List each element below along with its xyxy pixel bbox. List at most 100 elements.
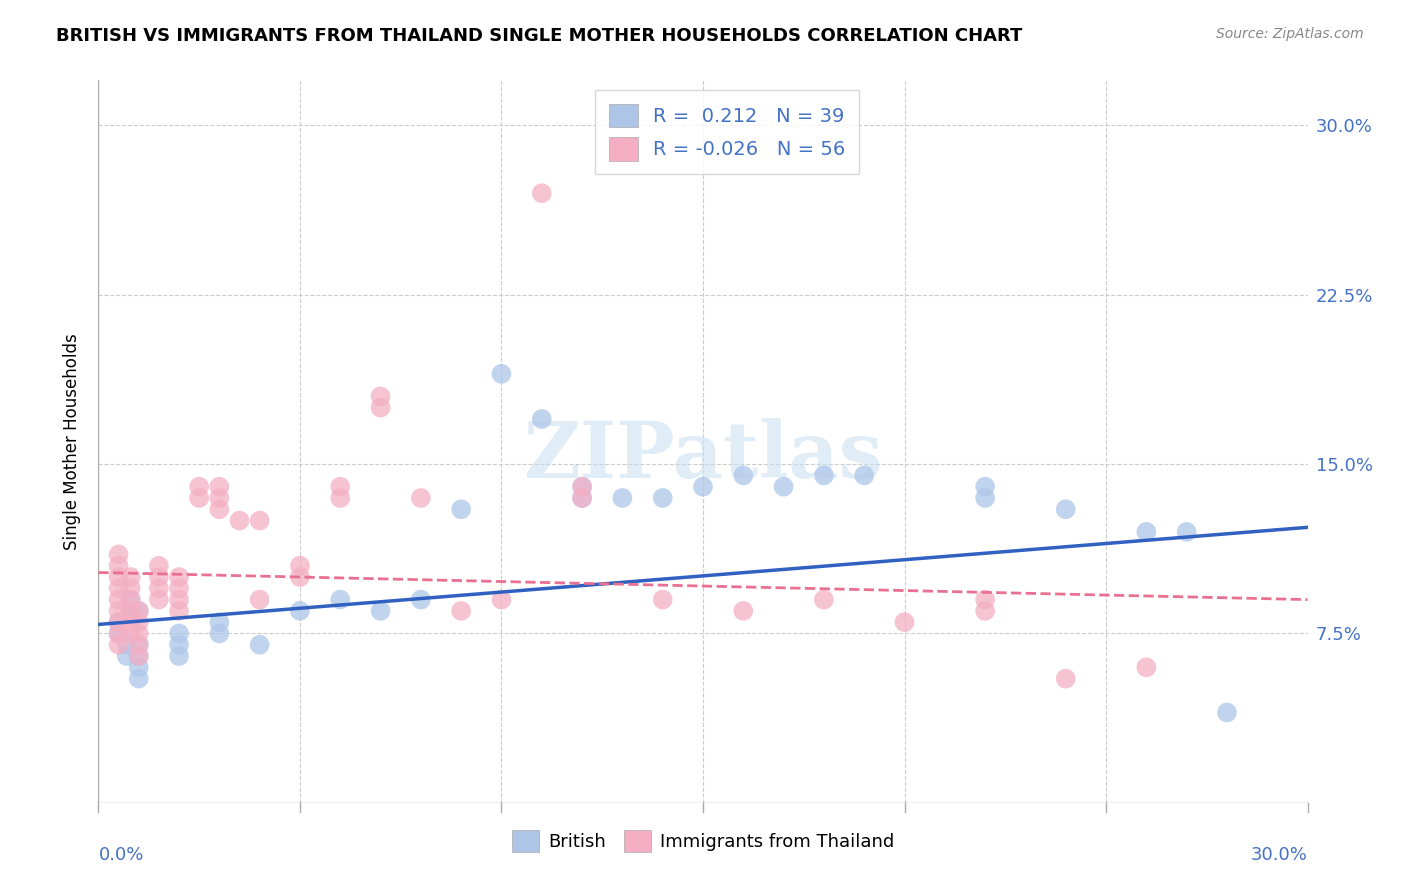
Legend: British, Immigrants from Thailand: British, Immigrants from Thailand [505, 822, 901, 859]
Point [1054, 672, 1077, 686]
Point [651, 592, 673, 607]
Point [120, 604, 142, 618]
Point [491, 367, 513, 381]
Point [107, 592, 129, 607]
Point [120, 582, 142, 596]
Point [128, 648, 150, 663]
Point [813, 468, 835, 483]
Point [148, 570, 170, 584]
Point [107, 626, 129, 640]
Point [128, 638, 150, 652]
Point [733, 604, 755, 618]
Point [1175, 524, 1198, 539]
Point [228, 514, 250, 528]
Point [692, 480, 714, 494]
Point [167, 570, 190, 584]
Point [148, 592, 170, 607]
Point [329, 491, 352, 505]
Point [974, 480, 997, 494]
Point [208, 502, 231, 516]
Point [128, 626, 150, 640]
Point [120, 604, 142, 618]
Point [107, 558, 129, 573]
Point [128, 615, 150, 630]
Point [974, 604, 997, 618]
Text: BRITISH VS IMMIGRANTS FROM THAILAND SINGLE MOTHER HOUSEHOLDS CORRELATION CHART: BRITISH VS IMMIGRANTS FROM THAILAND SING… [56, 27, 1022, 45]
Point [813, 592, 835, 607]
Point [208, 491, 231, 505]
Point [107, 638, 129, 652]
Text: ZIPatlas: ZIPatlas [523, 418, 883, 494]
Point [249, 592, 271, 607]
Point [128, 660, 150, 674]
Point [167, 604, 190, 618]
Point [115, 648, 138, 663]
Point [249, 638, 271, 652]
Point [370, 389, 392, 403]
Point [107, 548, 129, 562]
Point [120, 592, 142, 607]
Point [450, 502, 472, 516]
Point [893, 615, 915, 630]
Point [974, 491, 997, 505]
Point [128, 604, 150, 618]
Point [249, 514, 271, 528]
Point [491, 592, 513, 607]
Point [107, 615, 129, 630]
Point [148, 558, 170, 573]
Point [288, 604, 311, 618]
Point [128, 604, 150, 618]
Point [107, 570, 129, 584]
Point [208, 626, 231, 640]
Point [120, 592, 142, 607]
Point [167, 648, 190, 663]
Point [612, 491, 634, 505]
Point [128, 638, 150, 652]
Point [409, 491, 432, 505]
Point [188, 491, 211, 505]
Point [853, 468, 876, 483]
Point [148, 582, 170, 596]
Point [120, 615, 142, 630]
Point [288, 558, 311, 573]
Point [208, 480, 231, 494]
Point [329, 480, 352, 494]
Point [1135, 524, 1157, 539]
Point [167, 626, 190, 640]
Point [288, 570, 311, 584]
Point [571, 480, 593, 494]
Point [107, 582, 129, 596]
Point [120, 626, 142, 640]
Point [107, 615, 129, 630]
Point [107, 604, 129, 618]
Point [571, 491, 593, 505]
Point [733, 468, 755, 483]
Point [1054, 502, 1077, 516]
Point [128, 648, 150, 663]
Point [409, 592, 432, 607]
Point [571, 491, 593, 505]
Point [329, 592, 352, 607]
Text: 30.0%: 30.0% [1251, 847, 1308, 864]
Point [128, 672, 150, 686]
Point [1135, 660, 1157, 674]
Point [651, 491, 673, 505]
Point [450, 604, 472, 618]
Point [370, 401, 392, 415]
Text: Source: ZipAtlas.com: Source: ZipAtlas.com [1216, 27, 1364, 41]
Point [530, 412, 553, 426]
Point [772, 480, 794, 494]
Point [107, 626, 129, 640]
Point [571, 480, 593, 494]
Point [167, 582, 190, 596]
Point [208, 615, 231, 630]
Point [370, 604, 392, 618]
Point [167, 592, 190, 607]
Point [115, 638, 138, 652]
Text: 0.0%: 0.0% [98, 847, 143, 864]
Text: Single Mother Households: Single Mother Households [63, 334, 80, 549]
Point [1216, 706, 1239, 720]
Point [530, 186, 553, 201]
Point [974, 592, 997, 607]
Point [167, 638, 190, 652]
